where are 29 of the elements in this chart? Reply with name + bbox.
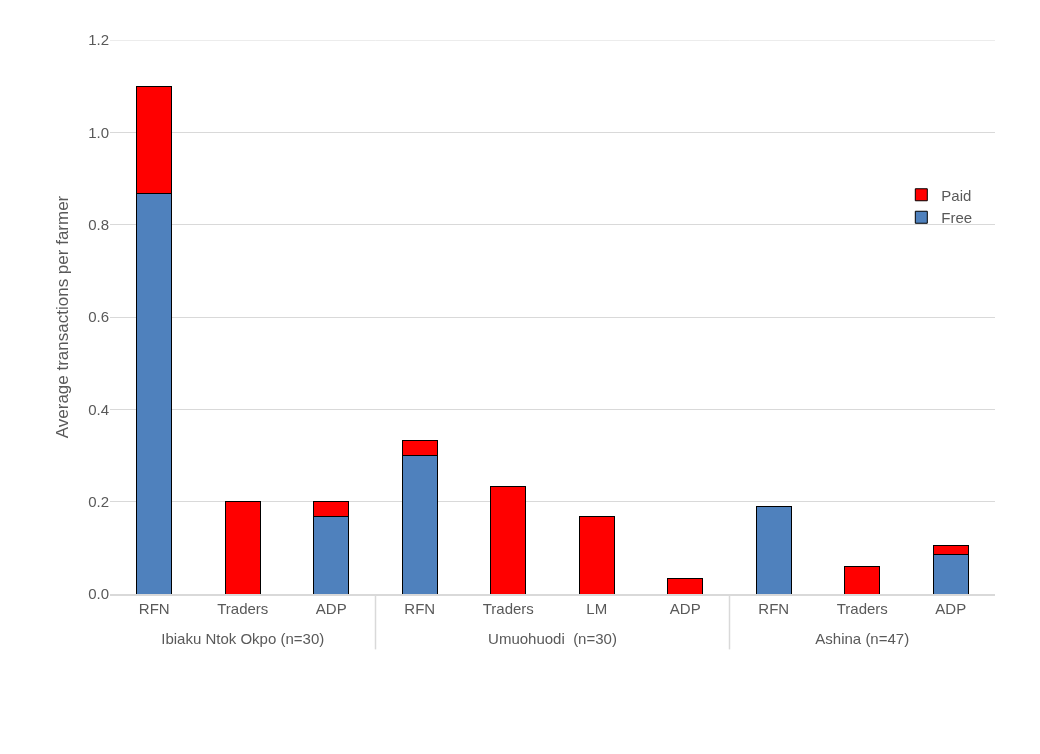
y-tick-label: 0.4 bbox=[88, 400, 109, 418]
legend-label: Free bbox=[941, 209, 973, 227]
x-tick-label: ADP bbox=[669, 599, 701, 617]
bar bbox=[490, 485, 527, 594]
x-axis-title: Umuohuodi (n=30) bbox=[488, 630, 617, 648]
y-tick-label: 1.0 bbox=[88, 123, 109, 141]
x-tick-label: RFN bbox=[404, 599, 436, 617]
bar bbox=[578, 516, 615, 594]
x-tick-label: LM bbox=[586, 599, 608, 617]
x-axis-title: Ibiaku Ntok Okpo (n=30) bbox=[161, 630, 325, 648]
y-tick-label: 0.6 bbox=[88, 308, 109, 326]
x-tick-label: Traders bbox=[482, 599, 534, 617]
x-axis-title: Ashina (n=47) bbox=[815, 630, 910, 648]
x-tick-label: RFN bbox=[758, 599, 790, 617]
y-tick-label: 1.2 bbox=[88, 31, 109, 49]
bar bbox=[755, 505, 792, 594]
y-tick-label: 0.0 bbox=[88, 585, 109, 603]
x-tick-label: Traders bbox=[217, 599, 269, 617]
x-tick-label: Traders bbox=[836, 599, 888, 617]
y-tick-label: 0.2 bbox=[88, 492, 109, 510]
x-tick-label: ADP bbox=[315, 599, 347, 617]
y-tick-label: 0.8 bbox=[88, 215, 109, 233]
bar bbox=[224, 501, 261, 594]
bar bbox=[844, 565, 881, 594]
x-tick-label: RFN bbox=[138, 599, 170, 617]
bar bbox=[667, 578, 704, 594]
legend-label: Paid bbox=[941, 186, 972, 204]
y-axis-title: Average transactions per farmer bbox=[52, 195, 72, 439]
x-tick-label: ADP bbox=[935, 599, 967, 617]
